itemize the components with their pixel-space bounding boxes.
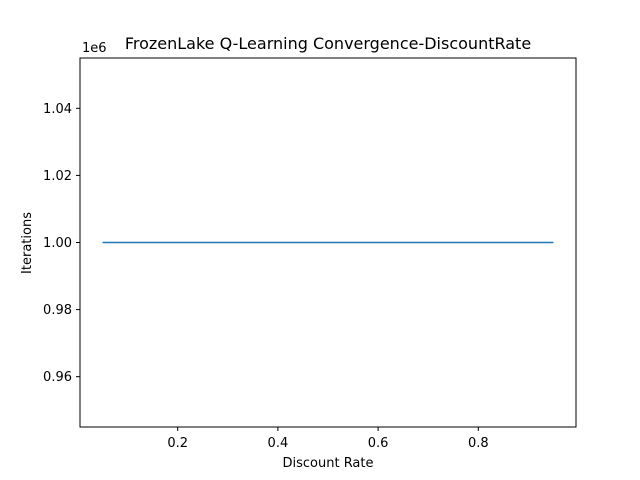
plot-frame: [79, 57, 577, 428]
x-axis-label: Discount Rate: [282, 456, 373, 471]
y-tick-label: 0.96: [43, 370, 72, 385]
y-tick-label: 1.00: [43, 236, 72, 251]
y-tick-label: 1.02: [43, 169, 72, 184]
chart-title: FrozenLake Q-Learning Convergence-Discou…: [125, 34, 531, 53]
y-axis-label: Iterations: [20, 212, 35, 274]
x-tick-label: 0.2: [167, 436, 188, 451]
x-tick-label: 0.4: [268, 436, 289, 451]
plot-area: 0.2 0.4 0.6 0.8 0.96 0.98 1.00 1.02 1.04: [43, 102, 554, 451]
y-tick-label: 1.04: [43, 102, 72, 117]
x-tick-label: 0.8: [468, 436, 489, 451]
y-axis-offset-label: 1e6: [82, 41, 107, 56]
y-tick-label: 0.98: [43, 303, 72, 318]
x-tick-label: 0.6: [368, 436, 389, 451]
